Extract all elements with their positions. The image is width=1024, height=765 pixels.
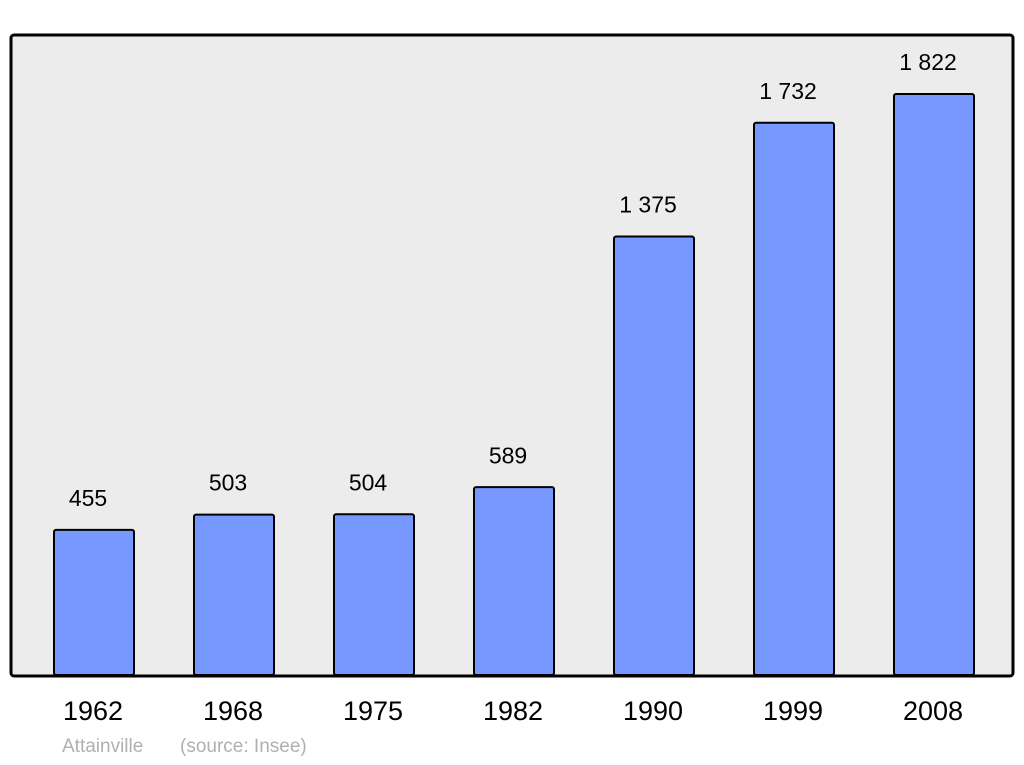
value-label: 1 822: [899, 49, 957, 75]
x-tick-label: 1975: [343, 696, 403, 726]
x-tick-label: 1962: [63, 696, 123, 726]
x-tick-label: 1999: [763, 696, 823, 726]
bar: [753, 121, 835, 677]
caption: Attainville: [62, 736, 143, 757]
bar: [893, 93, 975, 676]
bar: [193, 513, 275, 677]
value-label: 1 732: [759, 78, 817, 104]
x-tick-label: 1968: [203, 696, 263, 726]
source: (source: Insee): [180, 736, 307, 757]
bar: [473, 486, 555, 676]
x-tick-label: 2008: [903, 696, 963, 726]
value-label: 504: [349, 469, 388, 495]
value-label: 589: [489, 442, 527, 468]
value-label: 455: [69, 485, 107, 511]
value-label: 1 375: [619, 192, 677, 218]
bar: [613, 235, 695, 676]
bar: [53, 528, 135, 676]
x-tick-label: 1982: [483, 696, 543, 726]
x-tick-label: 1990: [623, 696, 683, 726]
bar: [333, 513, 415, 676]
value-label: 503: [209, 470, 247, 496]
